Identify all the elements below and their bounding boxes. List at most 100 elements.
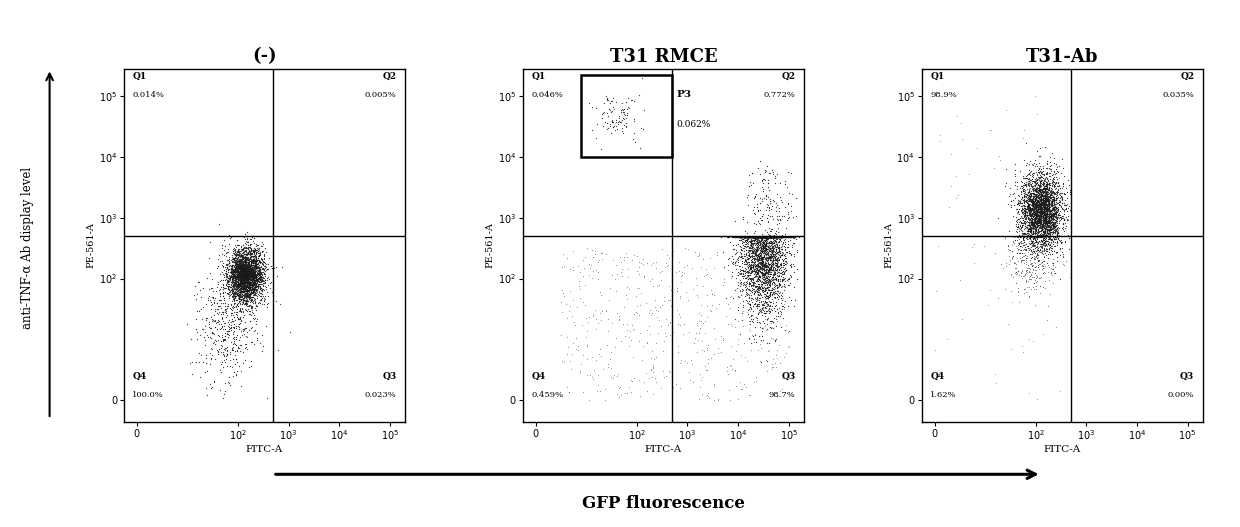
Point [1029,242,1049,250]
Point [239,247,259,256]
Point [706,334,725,343]
Point [229,282,249,291]
Point [247,285,267,293]
Point [1013,189,1033,197]
Point [227,236,247,244]
Point [237,274,257,282]
Point [753,303,773,311]
Point [1035,209,1055,218]
Point [233,260,253,268]
Point [996,262,1016,270]
Point [588,120,608,129]
Point [751,233,771,241]
Point [1048,191,1068,199]
Point [733,254,753,262]
Point [759,266,779,274]
Point [234,266,254,275]
Point [1042,191,1061,199]
Point [1042,242,1061,250]
Point [1035,212,1055,220]
Point [1018,189,1038,197]
Point [223,334,243,343]
Point [746,232,766,241]
Point [237,264,257,272]
Point [1029,210,1049,218]
Point [232,261,252,270]
Point [743,247,763,256]
Point [229,273,249,281]
Point [738,241,758,250]
Point [1023,219,1043,228]
Point [247,302,267,310]
Point [1022,198,1042,206]
Point [244,271,264,279]
Point [1027,193,1047,201]
Point [786,193,806,202]
Point [730,242,750,250]
Point [758,252,777,261]
Point [1017,223,1037,232]
Point [1017,189,1037,198]
Point [1030,222,1050,231]
Point [1018,229,1038,238]
Point [689,249,709,257]
Point [748,232,768,241]
Point [1035,177,1055,185]
Point [743,248,763,256]
Point [739,251,759,259]
Point [255,271,275,280]
Point [1048,234,1068,242]
Point [749,294,769,302]
Point [749,236,769,244]
Point [776,232,796,241]
Point [727,241,746,249]
Point [753,304,773,313]
Point [213,325,233,333]
Point [1043,215,1063,223]
Point [1042,246,1061,254]
Point [740,269,760,278]
Point [756,276,776,285]
Point [1030,187,1050,195]
Point [722,274,742,282]
Point [734,250,754,258]
Point [231,265,250,273]
Point [1060,187,1080,195]
Point [1017,212,1037,220]
Point [743,232,763,241]
Point [771,232,791,241]
Point [231,277,250,285]
Point [233,267,253,276]
Point [596,119,616,127]
Point [1039,213,1059,221]
Point [575,281,595,290]
Point [217,273,237,281]
Point [1055,201,1075,210]
Point [749,232,769,241]
Point [785,232,805,241]
Point [771,263,791,271]
Point [773,212,792,220]
Point [748,256,768,264]
Point [1033,220,1053,228]
Point [1043,265,1063,273]
Point [1032,236,1052,245]
Point [236,286,255,295]
Point [1033,194,1053,203]
Point [756,232,776,241]
Point [1038,226,1058,235]
Point [1032,168,1052,176]
Point [224,270,244,278]
Point [720,304,740,312]
Point [1037,187,1056,195]
Point [223,247,243,255]
Point [237,267,257,275]
Point [247,285,267,294]
Point [228,268,248,276]
Point [1034,199,1054,207]
Point [1021,232,1040,241]
Point [753,232,773,241]
Point [217,272,237,280]
Point [1030,205,1050,213]
Point [553,289,573,297]
